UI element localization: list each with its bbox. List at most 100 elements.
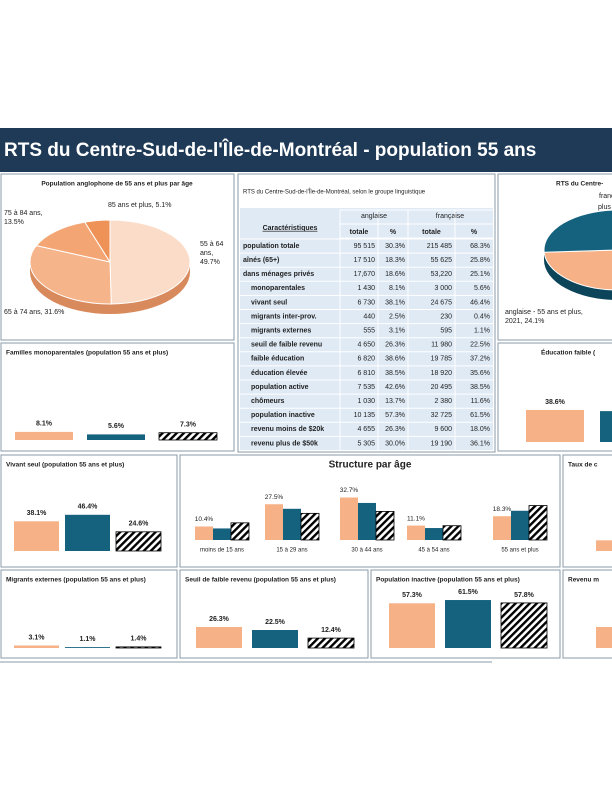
bar-label: 1.4% xyxy=(131,636,148,643)
chart-title: Population inactive (population 55 ans e… xyxy=(376,577,520,584)
table-cell: 0.4% xyxy=(474,313,490,320)
table-cell: 61.5% xyxy=(470,412,490,419)
row-label: migrants externes xyxy=(251,327,311,334)
bar-label: 11.1% xyxy=(407,515,425,522)
pie-slice xyxy=(83,219,111,264)
bar-label: 61.5% xyxy=(458,589,479,596)
bar-label: 18.3% xyxy=(493,506,512,513)
bar-label: 38.6% xyxy=(545,399,566,406)
table-cell: 38.5% xyxy=(470,384,490,391)
column-header: française xyxy=(436,213,465,220)
bar xyxy=(407,525,425,540)
table-cell: 3 000 xyxy=(434,285,452,292)
bar-label: 5.6% xyxy=(108,423,125,430)
bar-label: 46.4% xyxy=(78,504,99,511)
row-label: faible éducation xyxy=(251,356,304,363)
subcolumn-header: totale xyxy=(422,229,441,236)
chart-title: Éducation faible ( xyxy=(541,348,596,357)
title-bar xyxy=(0,128,612,172)
bar xyxy=(265,504,283,540)
table-cell: 26.3% xyxy=(385,342,405,349)
table-cell: 215 485 xyxy=(427,243,452,250)
bar xyxy=(14,521,59,551)
bar-label: 26.3% xyxy=(209,616,230,623)
table-cell: 1 030 xyxy=(357,398,375,405)
bar xyxy=(375,510,395,541)
bar-label: 57.8% xyxy=(514,592,535,599)
bar xyxy=(358,502,376,540)
bar xyxy=(600,411,612,442)
bar xyxy=(158,432,218,441)
table-cell: 38.5% xyxy=(385,370,405,377)
row-label: chômeurs xyxy=(251,398,285,405)
x-tick-label: 30 à 44 ans xyxy=(351,548,382,554)
row-label: population inactive xyxy=(251,412,315,419)
bar xyxy=(596,540,612,551)
bar-label: 12.4% xyxy=(321,627,342,634)
table-cell: 230 xyxy=(440,313,452,320)
bar xyxy=(445,600,491,648)
row-label: revenu moins de $20k xyxy=(251,426,324,433)
table-cell: 55 625 xyxy=(431,257,453,264)
bar-label: 8.1% xyxy=(36,421,53,428)
column-header: anglaise xyxy=(361,213,387,220)
chart-title: Structure par âge xyxy=(329,460,412,471)
table-cell: 46.4% xyxy=(470,299,490,306)
table-cell: 53,220 xyxy=(431,271,453,278)
table-cell: 18.0% xyxy=(470,426,490,433)
table-cell: 37.2% xyxy=(470,356,490,363)
table-cell: 24 675 xyxy=(431,299,453,306)
table-cell: 68.3% xyxy=(470,243,490,250)
table-cell: 30.0% xyxy=(385,440,405,447)
chart-title: Seuil de faible revenu (population 55 an… xyxy=(185,577,336,584)
bar xyxy=(596,626,612,648)
chart-title: Migrants externes (population 55 ans et … xyxy=(6,577,146,584)
table-cell: 11 980 xyxy=(431,342,452,349)
pie-slice xyxy=(29,245,112,305)
chart-title: Population anglophone de 55 ans et plus … xyxy=(41,181,193,188)
table-cell: 25.8% xyxy=(470,257,490,264)
row-label: population totale xyxy=(243,243,299,250)
table-cell: 36.1% xyxy=(470,440,490,447)
pie-annotation: plus xyxy=(598,204,611,211)
chart-title: Revenu m xyxy=(568,577,599,584)
bar xyxy=(115,646,162,649)
pie-label: anglaise - 55 ans et plus, 2021, 24.1% xyxy=(505,309,583,325)
chart-title: RTS du Centre- xyxy=(556,181,603,188)
table-cell: 1.1% xyxy=(474,327,490,334)
bar xyxy=(252,630,298,648)
table-cell: 18.6% xyxy=(385,271,405,278)
table-title: RTS du Centre-Sud-de-l'Île-de-Montréal, … xyxy=(243,189,426,196)
subcolumn-header: totale xyxy=(350,229,369,236)
table-cell: 10 135 xyxy=(354,412,376,419)
table-cell: 20 495 xyxy=(431,384,453,391)
table-cell: 6 810 xyxy=(357,370,375,377)
pie-annotation: franç xyxy=(599,193,612,200)
bar xyxy=(340,497,358,540)
x-tick-label: 15 à 29 ans xyxy=(276,548,307,554)
x-tick-label: moins de 15 ans xyxy=(200,548,244,554)
bar-label: 22.5% xyxy=(265,619,286,626)
pie-slice xyxy=(109,219,191,305)
bar-label: 7.3% xyxy=(180,422,197,429)
bar-label: 32.7% xyxy=(340,487,359,494)
row-label: revenu plus de $50k xyxy=(251,440,318,447)
x-tick-label: 45 à 54 ans xyxy=(418,548,449,554)
subcolumn-header: % xyxy=(471,229,478,236)
table-cell: 42.6% xyxy=(385,384,405,391)
table-cell: 9 600 xyxy=(434,426,452,433)
bar xyxy=(300,512,320,541)
bar-label: 10.4% xyxy=(195,516,214,523)
table-cell: 2.5% xyxy=(389,313,405,320)
bar xyxy=(65,514,110,551)
table-cell: 555 xyxy=(363,327,375,334)
bar-label: 1.1% xyxy=(80,636,97,643)
bar-label: 57.3% xyxy=(402,592,423,599)
table-cell: 11.6% xyxy=(471,398,490,405)
row-label: seuil de faible revenu xyxy=(251,342,322,349)
pie-slice xyxy=(543,209,612,253)
bar-label: 3.1% xyxy=(29,634,46,641)
table-cell: 19 190 xyxy=(431,440,453,447)
bar xyxy=(195,526,213,540)
